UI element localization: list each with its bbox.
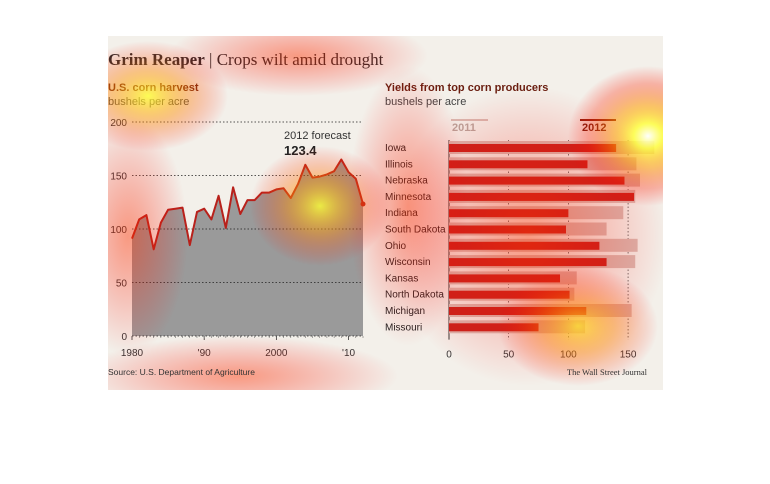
publisher-credit: The Wall Street Journal xyxy=(566,367,647,377)
bar-2012 xyxy=(449,274,561,283)
bar-2012 xyxy=(449,192,635,201)
bar-chart: 0 50 100 150 2011 2012 Iowa Illinois Nebraska Min… xyxy=(385,119,655,361)
state-label: Minnesota xyxy=(385,192,432,203)
x-tick-label: 100 xyxy=(560,350,577,361)
bar-2012 xyxy=(449,225,566,234)
state-label: South Dakota xyxy=(385,225,446,236)
bar-2012 xyxy=(449,160,588,169)
legend-2012: 2012 xyxy=(582,122,606,134)
bar-2012 xyxy=(449,307,587,315)
state-label: North Dakota xyxy=(385,290,444,301)
state-label: Kansas xyxy=(385,273,418,284)
x-tick-label: 50 xyxy=(503,350,515,361)
state-label: Missouri xyxy=(385,322,422,333)
forecast-label: 2012 forecast xyxy=(284,130,351,142)
state-label: Michigan xyxy=(385,306,425,317)
state-label: Indiana xyxy=(385,208,418,219)
source-note: Source: U.S. Department of Agriculture xyxy=(108,367,255,377)
x-tick-label: 0 xyxy=(446,350,452,361)
state-label: Ohio xyxy=(385,241,407,252)
state-label: Illinois xyxy=(385,159,413,170)
state-label: Wisconsin xyxy=(385,257,431,268)
bar-2012 xyxy=(449,323,539,332)
bar-2012 xyxy=(449,176,625,185)
bar-2012 xyxy=(449,209,569,218)
x-tick-label: 150 xyxy=(620,350,637,361)
state-label: Nebraska xyxy=(385,176,428,187)
bar-2012 xyxy=(449,258,607,267)
bar-2012 xyxy=(449,241,600,250)
bar-2012 xyxy=(449,290,570,299)
state-label: Iowa xyxy=(385,143,407,154)
chart-card: Grim Reaper | Crops wilt amid drought U.… xyxy=(108,36,663,390)
legend-2011: 2011 xyxy=(452,122,476,134)
bar-2012 xyxy=(449,144,617,152)
